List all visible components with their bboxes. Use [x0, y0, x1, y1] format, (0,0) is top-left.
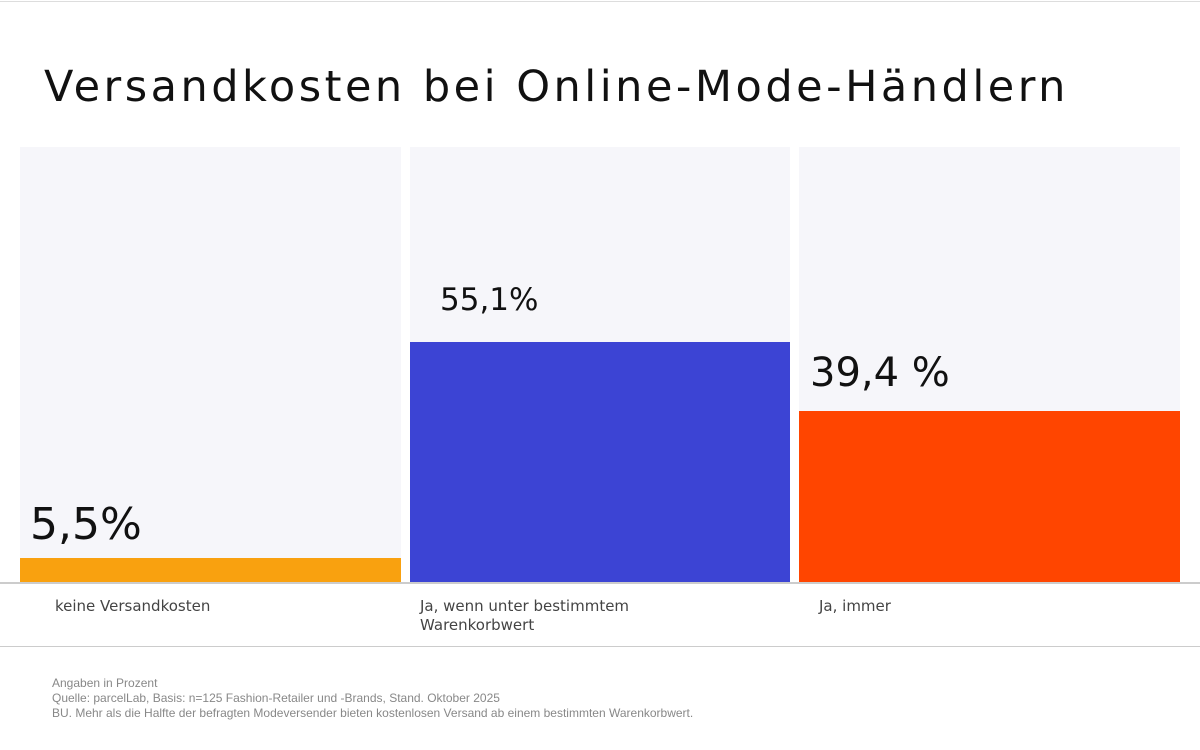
bar-3 — [799, 410, 1180, 582]
bar-background-1 — [20, 147, 401, 582]
footer: Angaben in Prozent Quelle: parcelLab, Ba… — [52, 676, 693, 721]
data-label-1: 5,5% — [30, 498, 142, 550]
footer-source: Quelle: parcelLab, Basis: n=125 Fashion-… — [52, 691, 500, 705]
category-label-2: Ja, wenn unter bestimmtem Warenkorbwert — [420, 597, 630, 634]
bar-2 — [410, 342, 790, 582]
category-label-3: Ja, immer — [819, 597, 891, 615]
footer-caption: BU. Mehr als die Halfte der befragten Mo… — [52, 706, 694, 720]
data-label-3: 39,4 % — [810, 349, 950, 396]
footer-note: Angaben in Prozent — [52, 676, 158, 690]
baseline — [0, 582, 1200, 584]
bar-1 — [20, 558, 401, 582]
data-label-2: 55,1% — [440, 282, 539, 319]
category-label-1: keine Versandkosten — [55, 597, 211, 615]
chart-title: Versandkosten bei Online-Mode-Händlern — [44, 62, 1069, 112]
top-border — [0, 1, 1200, 2]
divider — [0, 646, 1200, 647]
